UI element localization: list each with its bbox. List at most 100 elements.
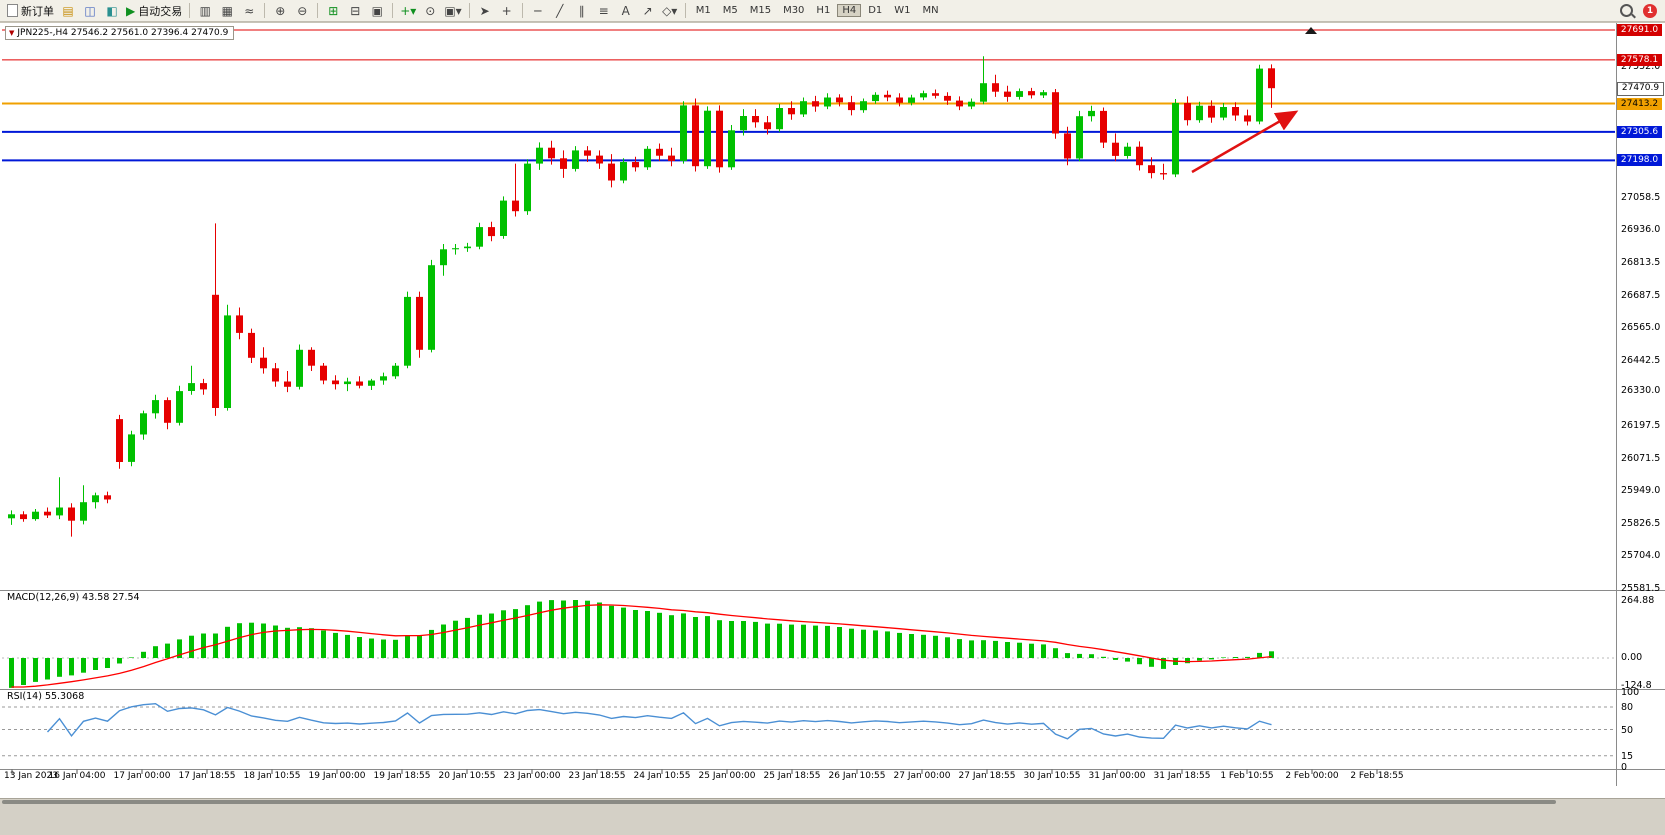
profiles-icon: ◫ [84,3,96,18]
macd-axis-label: -124.8 [1621,680,1652,691]
price-axis-tick: 26071.5 [1621,452,1661,464]
timeframe-button-h1[interactable]: H1 [816,5,831,16]
rsi-axis-label: 15 [1621,750,1634,762]
hline-icon: ─ [534,3,542,18]
arrange-windows-icon: ▣ [371,3,383,18]
time-axis-label: 19 Jan 00:00 [308,771,366,781]
cascade-windows-button[interactable]: ⊟ [344,2,366,20]
line-chart-button[interactable]: ≈ [238,2,260,20]
time-axis-label: 1 Feb 10:55 [1220,771,1274,781]
price-axis-tick: 25581.5 [1621,582,1661,594]
timeframe-button-mn[interactable]: MN [922,5,939,16]
search-button[interactable] [1615,2,1637,20]
profiles-button[interactable]: ◫ [79,2,101,20]
hline-tool-button[interactable]: ─ [527,2,549,20]
charts-grid-button[interactable]: ▤ [57,2,79,20]
horizontal-level-lines[interactable] [2,29,1615,162]
arrange-windows-button[interactable]: ▣ [366,2,388,20]
timeframe-button-h4[interactable]: H4 [837,4,862,17]
main-toolbar: 新订单 ▤ ◫ ◧ ▶ 自动交易 ▥ ▦ ≈ ⊕ ⊖ ⊞ ⊟ ▣ + ▾ ⊙ ▣ ▾… [0,0,1665,22]
price-axis-tick: 25704.0 [1621,550,1661,562]
time-axis-label: 18 Jan 10:55 [243,771,301,781]
timeframe-button-w1[interactable]: W1 [894,5,911,16]
rsi-indicator-label: RSI(14) 55.3068 [7,691,85,702]
price-axis-tick: 26565.0 [1621,322,1661,334]
text-tool-button[interactable]: A [615,2,637,20]
trendline-icon: ╱ [556,3,564,18]
fibonacci-icon: ≡ [598,3,609,18]
candlestick-series [8,56,1275,537]
rsi-line [46,702,1272,740]
fibonacci-tool-button[interactable]: ≡ [593,2,615,20]
annotation-arrow[interactable] [1191,110,1299,174]
time-axis-label: 17 Jan 18:55 [178,771,236,781]
toolbar-separator [684,3,686,18]
chart-object-marker[interactable] [1305,27,1317,34]
horizontal-scrollbar[interactable] [2,800,1556,804]
timeframe-button-m15[interactable]: M15 [749,5,772,16]
price-axis-tick: 26936.0 [1621,224,1661,236]
arrow-tool-button[interactable]: ↗ [637,2,659,20]
symbol-ohlc-text: JPN225-,H4 27546.2 27561.0 27396.4 27470… [17,28,229,38]
rsi-axis-label: 100 [1621,687,1640,698]
chart-symbol-info[interactable]: ▼ JPN225-,H4 27546.2 27561.0 27396.4 274… [5,26,235,40]
navigator-icon: ◧ [106,3,118,18]
timeframe-button-d1[interactable]: D1 [868,5,883,16]
toolbar-separator [392,3,394,18]
clock-icon: ⊙ [425,3,436,18]
timeframe-button-m1[interactable]: M1 [695,5,711,16]
trendline-tool-button[interactable]: ╱ [549,2,571,20]
toolbar-separator [264,3,266,18]
bar-chart-button[interactable]: ▥ [194,2,216,20]
crosshair-button[interactable]: + [496,2,518,20]
text-tool-icon: A [621,3,630,18]
price-level-badge[interactable]: 27578.1 [1617,53,1662,66]
price-level-badge[interactable]: 27198.0 [1617,154,1662,167]
time-axis-label: 24 Jan 10:55 [633,771,691,781]
zoom-in-button[interactable]: ⊕ [269,2,291,20]
navigator-button[interactable]: ◧ [101,2,123,20]
time-axis-label: 2 Feb 18:55 [1350,771,1404,781]
candle-chart-button[interactable]: ▦ [216,2,238,20]
zoom-out-button[interactable]: ⊖ [291,2,313,20]
shapes-tool-button[interactable]: ◇ ▾ [659,2,681,20]
timeframe-button-m30[interactable]: M30 [783,5,805,16]
auto-trading-button[interactable]: ▶ 自动交易 [123,2,185,20]
templates-button[interactable]: ▣ ▾ [441,2,464,20]
price-level-badge[interactable]: 27413.2 [1617,97,1662,110]
cursor-button[interactable]: ➤ [474,2,496,20]
price-axis-tick: 26442.5 [1621,354,1661,366]
price-level-badge[interactable]: 27691.0 [1617,24,1662,36]
time-axis-label: 27 Jan 00:00 [893,771,951,781]
price-level-badge[interactable]: 27305.6 [1617,125,1662,138]
time-axis-label: 19 Jan 18:55 [373,771,431,781]
time-axis-label: 17 Jan 00:00 [113,771,171,781]
chart-bottom-strip [0,798,1665,835]
price-level-badge[interactable]: 27470.9 [1617,82,1664,97]
time-axis-label: 2 Feb 00:00 [1285,771,1339,781]
panel-separators [0,22,1665,786]
new-order-button[interactable]: 新订单 [4,2,57,20]
arrow-tool-icon: ↗ [642,3,653,18]
tile-windows-button[interactable]: ⊞ [322,2,344,20]
new-chart-button[interactable]: + ▾ [397,2,419,20]
notification-badge[interactable]: 1 [1643,3,1657,18]
time-axis-label: 30 Jan 10:55 [1023,771,1081,781]
time-axis-label: 27 Jan 18:55 [958,771,1016,781]
zoom-out-icon: ⊖ [297,3,308,18]
dropdown-icon: ▾ [455,3,462,18]
dropdown-icon: ▾ [671,3,678,18]
rsi-axis-label: 50 [1621,724,1634,736]
price-axis-tick: 27058.5 [1621,191,1661,203]
rsi-axis-label: 0 [1621,762,1628,773]
shapes-icon: ◇ [662,3,672,18]
period-clock-button[interactable]: ⊙ [419,2,441,20]
timeframe-button-m5[interactable]: M5 [722,5,738,16]
candle-chart-icon: ▦ [221,3,233,18]
channel-tool-button[interactable]: ∥ [571,2,593,20]
time-axis-label: 25 Jan 00:00 [698,771,756,781]
time-axis-label: 26 Jan 10:55 [828,771,886,781]
macd-axis-label: 264.88 [1621,595,1655,606]
price-axis-tick: 25949.0 [1621,485,1661,497]
